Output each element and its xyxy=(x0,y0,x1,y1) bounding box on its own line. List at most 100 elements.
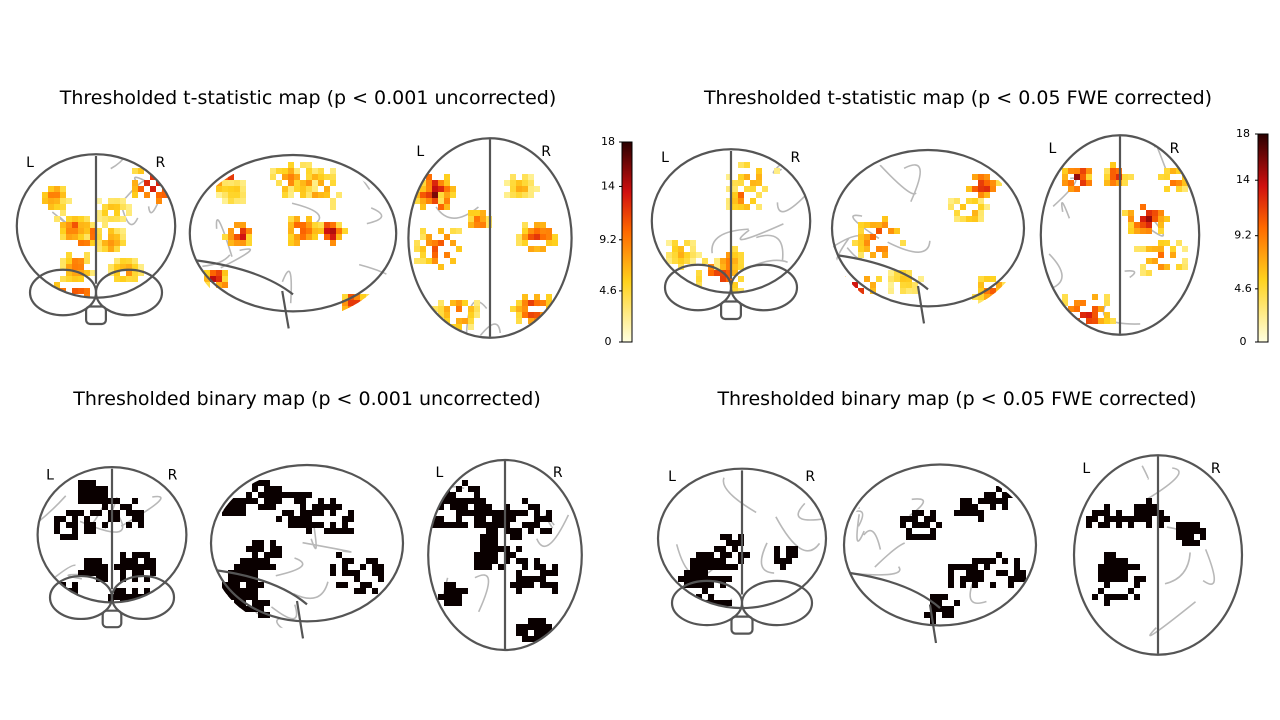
voxel xyxy=(1008,582,1014,588)
voxel xyxy=(1140,516,1146,522)
voxel xyxy=(126,264,132,270)
voxel xyxy=(114,258,120,264)
voxel xyxy=(522,582,528,588)
voxel xyxy=(156,198,162,204)
voxel xyxy=(216,588,222,594)
voxel xyxy=(456,510,462,516)
voxel xyxy=(714,576,720,582)
voxel xyxy=(1146,516,1152,522)
voxel xyxy=(1068,186,1074,192)
voxel xyxy=(510,306,516,312)
voxel xyxy=(684,570,690,576)
voxel xyxy=(528,192,534,198)
voxel xyxy=(474,522,480,528)
panel: Thresholded t-statistic map (p < 0.05 FW… xyxy=(650,87,1269,348)
voxel xyxy=(732,186,738,192)
voxel xyxy=(534,516,540,522)
sulcus xyxy=(120,495,162,527)
voxel xyxy=(246,558,252,564)
voxel xyxy=(60,306,66,312)
voxel xyxy=(126,564,132,570)
voxel xyxy=(270,168,276,174)
voxel xyxy=(294,216,300,222)
voxel xyxy=(114,210,120,216)
activation xyxy=(1062,162,1194,335)
voxel xyxy=(426,258,432,264)
voxel xyxy=(60,210,66,216)
voxel xyxy=(804,294,810,300)
voxel xyxy=(864,276,870,282)
voxel xyxy=(312,168,318,174)
voxel xyxy=(972,564,978,570)
voxel xyxy=(246,594,252,600)
voxel xyxy=(738,174,744,180)
voxel xyxy=(522,222,528,228)
voxel xyxy=(360,564,366,570)
voxel xyxy=(1104,516,1110,522)
voxel xyxy=(72,516,78,522)
voxel xyxy=(264,558,270,564)
voxel xyxy=(1146,222,1152,228)
voxel xyxy=(174,192,176,198)
voxel xyxy=(42,594,48,600)
voxel xyxy=(102,498,108,504)
voxel xyxy=(1062,294,1068,300)
voxel xyxy=(978,576,984,582)
voxel xyxy=(354,294,360,300)
voxel xyxy=(546,528,552,534)
voxel xyxy=(48,186,54,192)
voxel xyxy=(162,180,168,186)
voxel xyxy=(696,612,702,618)
voxel xyxy=(480,222,486,228)
voxel xyxy=(84,570,90,576)
voxel xyxy=(870,282,876,288)
voxel xyxy=(348,570,354,576)
voxel xyxy=(942,612,948,618)
voxel xyxy=(1068,180,1074,186)
voxel xyxy=(60,606,66,612)
voxel xyxy=(516,234,522,240)
voxel xyxy=(72,234,78,240)
voxel xyxy=(474,486,480,492)
voxel xyxy=(456,246,462,252)
voxel xyxy=(474,558,480,564)
voxel xyxy=(486,528,492,534)
voxel xyxy=(540,516,546,522)
voxel xyxy=(1014,576,1020,582)
brainstem xyxy=(295,600,305,639)
voxel xyxy=(1086,180,1092,186)
voxel xyxy=(84,522,90,528)
voxel xyxy=(1062,318,1068,324)
voxel xyxy=(1158,246,1164,252)
voxel xyxy=(552,564,558,570)
right-label: R xyxy=(1170,141,1180,157)
voxel xyxy=(84,294,90,298)
voxel xyxy=(900,522,906,528)
voxel xyxy=(428,492,432,498)
voxel xyxy=(516,576,522,582)
voxel xyxy=(1134,504,1140,510)
voxel xyxy=(102,210,108,216)
voxel xyxy=(1176,522,1182,528)
voxel xyxy=(288,492,294,498)
voxel xyxy=(468,312,474,318)
voxel xyxy=(798,300,804,306)
voxel xyxy=(54,216,60,222)
outline xyxy=(188,153,398,329)
voxel xyxy=(252,486,258,492)
voxel xyxy=(108,204,114,210)
voxel xyxy=(1116,594,1122,600)
voxel xyxy=(342,300,348,306)
voxel xyxy=(78,228,84,234)
voxel xyxy=(486,504,492,510)
voxel xyxy=(96,216,102,222)
voxel xyxy=(732,180,738,186)
voxel xyxy=(234,510,240,516)
voxel xyxy=(510,552,516,558)
voxel xyxy=(516,180,522,186)
voxel xyxy=(90,558,96,564)
voxel xyxy=(714,564,720,570)
voxel xyxy=(294,168,300,174)
voxel xyxy=(708,270,714,276)
voxel xyxy=(984,294,990,300)
